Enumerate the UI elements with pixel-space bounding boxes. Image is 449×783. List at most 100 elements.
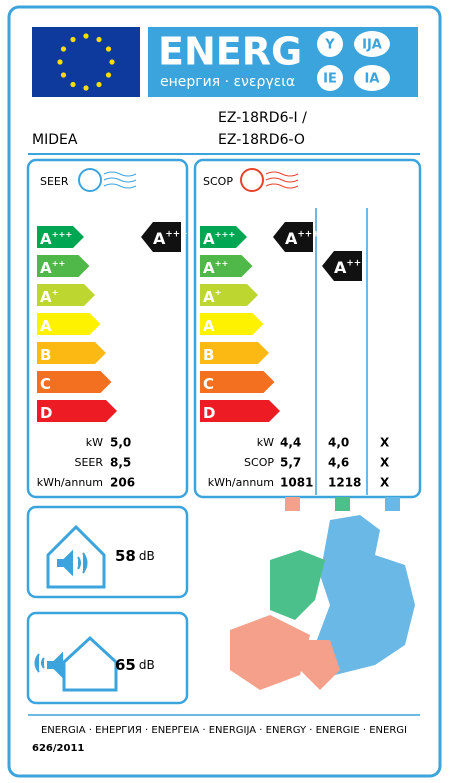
- class-sup: +++: [52, 228, 73, 238]
- house-icon: [46, 524, 106, 589]
- star: [83, 33, 89, 39]
- seer-label: SEER: [40, 175, 69, 188]
- class-letter: A: [40, 288, 52, 306]
- class-letter: C: [40, 375, 51, 393]
- eu-flag: [32, 27, 140, 97]
- class-sup: +: [215, 286, 222, 296]
- class-label: A+++: [285, 229, 320, 248]
- class-arrow: [200, 342, 269, 364]
- class-label: C: [203, 375, 214, 393]
- class-letter: A: [40, 259, 52, 277]
- row-value: X: [380, 476, 390, 490]
- language-badge: [354, 31, 390, 57]
- class-letter: A: [203, 230, 215, 248]
- speaker-icon: [57, 549, 88, 577]
- class-arrow: [37, 400, 117, 422]
- class-letter: B: [203, 346, 214, 364]
- class-arrow: [200, 255, 253, 277]
- class-letter: A: [203, 288, 215, 306]
- noise-value: 58: [115, 547, 136, 565]
- outdoor-noise-panel: [26, 611, 189, 705]
- fan-icon: [240, 168, 264, 192]
- row-value: 4,4: [280, 436, 301, 450]
- scop-label: SCOP: [203, 175, 233, 188]
- regulation: 626/2011: [32, 743, 84, 754]
- row-value: 8,5: [110, 456, 131, 470]
- class-arrow: [200, 400, 280, 422]
- class-letter: A: [285, 229, 298, 248]
- eu-stars: [57, 33, 115, 91]
- class-letter: A: [40, 230, 52, 248]
- row-value: X: [380, 436, 390, 450]
- star: [60, 72, 67, 78]
- row-unit: kWh/annum: [37, 476, 103, 489]
- climate-swatch: [385, 497, 400, 511]
- star: [109, 59, 115, 65]
- row-value: 1218: [328, 476, 361, 490]
- row-value: 5,0: [110, 436, 131, 450]
- class-letter: B: [40, 346, 51, 364]
- rating-arrow: [141, 222, 181, 252]
- climate-swatch: [335, 497, 350, 511]
- class-sup: +++: [297, 229, 319, 239]
- header-title: ENERG: [158, 30, 302, 74]
- row-value: 4,0: [328, 436, 349, 450]
- class-arrow: [200, 284, 258, 306]
- cool-waves: [103, 171, 137, 189]
- language-code: IA: [365, 72, 380, 87]
- class-arrow: [37, 371, 112, 393]
- house-icon: [62, 635, 118, 692]
- class-sup: ++: [52, 257, 66, 267]
- europe-map: [230, 515, 415, 690]
- class-letter: D: [40, 404, 52, 422]
- class-arrow: [37, 313, 101, 335]
- class-letter: D: [203, 404, 215, 422]
- class-sup: ++: [346, 258, 361, 268]
- footer-languages: ENERGIA · ЕНЕРГИЯ · ΕΝΕΡΓΕΙΑ · ENERGIJA …: [41, 725, 407, 736]
- supplier: MIDEA: [32, 132, 78, 148]
- row-value: 206: [110, 476, 135, 490]
- star: [105, 72, 112, 78]
- class-label: D: [203, 404, 215, 422]
- row-unit: SEER: [74, 456, 103, 469]
- class-label: A: [40, 317, 52, 335]
- row-value: 1081: [280, 476, 313, 490]
- class-sup: +: [52, 286, 59, 296]
- noise-unit: dB: [139, 549, 155, 563]
- heat-waves: [265, 171, 299, 189]
- rating-arrow: [322, 251, 362, 281]
- language-badge: [317, 65, 343, 91]
- class-sup: +++: [165, 229, 187, 239]
- class-sup: +++: [215, 228, 236, 238]
- scop-panel: [193, 158, 422, 499]
- row-value: 4,6: [328, 456, 349, 470]
- class-letter: A: [153, 229, 166, 248]
- row-unit: kW: [86, 436, 103, 449]
- class-arrow: [200, 313, 264, 335]
- star: [70, 81, 76, 88]
- row-value: X: [380, 456, 390, 470]
- star: [60, 46, 67, 52]
- class-sup: ++: [215, 257, 229, 267]
- class-arrow: [37, 342, 106, 364]
- class-label: A++: [334, 258, 361, 277]
- indoor-noise-panel: [26, 505, 189, 599]
- class-arrow: [37, 284, 95, 306]
- class-arrow: [37, 226, 84, 248]
- language-code: IJA: [362, 38, 382, 53]
- class-letter: A: [40, 317, 52, 335]
- language-badge: [354, 65, 390, 91]
- model: EZ-18RD6-O: [218, 132, 305, 148]
- row-value: 5,7: [280, 456, 301, 470]
- noise-unit: dB: [139, 658, 155, 672]
- header-subtitle: енергия · ενεργεια: [160, 74, 295, 90]
- climate-swatch: [285, 497, 300, 511]
- noise-level: 65 dB: [115, 656, 155, 674]
- star: [105, 46, 112, 52]
- rating-arrow: [273, 222, 313, 252]
- star: [83, 85, 89, 91]
- class-arrow: [200, 226, 247, 248]
- language-code: Y: [324, 38, 335, 53]
- star: [57, 59, 63, 65]
